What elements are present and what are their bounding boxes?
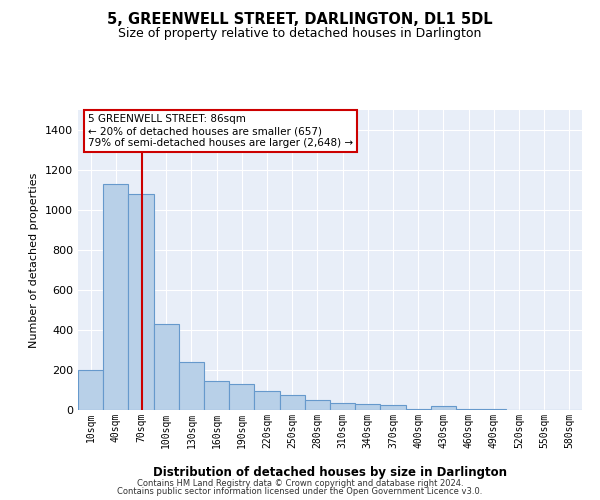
Bar	[481, 409, 506, 410]
Bar	[431, 406, 456, 410]
Bar	[128, 194, 154, 410]
Bar	[330, 403, 355, 410]
Text: Contains public sector information licensed under the Open Government Licence v3: Contains public sector information licen…	[118, 487, 482, 496]
Text: 5 GREENWELL STREET: 86sqm
← 20% of detached houses are smaller (657)
79% of semi: 5 GREENWELL STREET: 86sqm ← 20% of detac…	[88, 114, 353, 148]
Bar	[229, 384, 254, 410]
Bar	[355, 404, 380, 410]
Bar	[154, 324, 179, 410]
Text: Size of property relative to detached houses in Darlington: Size of property relative to detached ho…	[118, 28, 482, 40]
Bar	[380, 405, 406, 410]
Text: 5, GREENWELL STREET, DARLINGTON, DL1 5DL: 5, GREENWELL STREET, DARLINGTON, DL1 5DL	[107, 12, 493, 28]
Bar	[254, 391, 280, 410]
Bar	[179, 362, 204, 410]
Text: Contains HM Land Registry data © Crown copyright and database right 2024.: Contains HM Land Registry data © Crown c…	[137, 478, 463, 488]
Text: Distribution of detached houses by size in Darlington: Distribution of detached houses by size …	[153, 466, 507, 479]
Bar	[204, 381, 229, 410]
Bar	[103, 184, 128, 410]
Bar	[305, 400, 330, 410]
Bar	[280, 395, 305, 410]
Bar	[406, 409, 431, 410]
Bar	[456, 409, 481, 410]
Y-axis label: Number of detached properties: Number of detached properties	[29, 172, 40, 348]
Bar	[78, 370, 103, 410]
